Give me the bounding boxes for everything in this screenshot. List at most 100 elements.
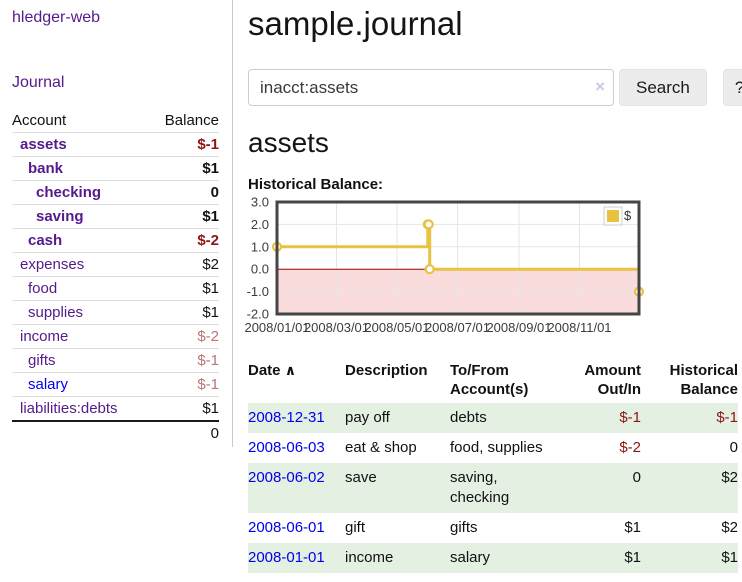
search-input[interactable]	[248, 69, 614, 106]
transaction-balance: $2	[641, 463, 738, 513]
account-row-salary: salary $-1	[12, 373, 219, 397]
svg-text:3.0: 3.0	[251, 195, 269, 210]
svg-text:2008/05/01: 2008/05/01	[364, 320, 429, 335]
transaction-description: save	[345, 463, 450, 513]
main-content: sample.journal × Search ? assets Histori…	[248, 0, 738, 573]
account-row-bank: bank $1	[12, 157, 219, 181]
svg-text:2008/03/01: 2008/03/01	[304, 320, 369, 335]
accounts-table-header: Account Balance	[12, 109, 219, 133]
account-balance: $-1	[149, 133, 219, 157]
balance-column-header: Historical Balance	[641, 359, 738, 403]
transaction-description: eat & shop	[345, 433, 450, 463]
description-column-header: Description	[345, 359, 450, 403]
transaction-accounts: saving, checking	[450, 463, 561, 513]
transaction-amount: $1	[561, 513, 641, 543]
svg-text:2.0: 2.0	[251, 217, 269, 232]
search-button[interactable]: Search	[619, 69, 707, 106]
account-balance: $-2	[149, 229, 219, 253]
transaction-accounts: debts	[450, 403, 561, 433]
account-balance: $-1	[149, 373, 219, 397]
transaction-description: income	[345, 543, 450, 573]
legend-swatch-icon	[607, 210, 619, 222]
search-bar: × Search ?	[248, 69, 738, 106]
account-link-income[interactable]: income	[20, 328, 68, 345]
account-link-cash[interactable]: cash	[28, 232, 62, 249]
account-link-checking[interactable]: checking	[36, 184, 101, 201]
balance-line-chart[interactable]: 3.02.01.00.0-1.0-2.02008/01/012008/03/01…	[248, 200, 640, 350]
register-table: Date ∧ Description To/From Account(s) Am…	[248, 359, 738, 573]
transaction-amount: $-1	[561, 403, 641, 433]
svg-text:$: $	[624, 208, 632, 223]
register-row: 2008-12-31 pay off debts $-1 $-1	[248, 403, 738, 433]
account-link-assets[interactable]: assets	[20, 136, 67, 153]
register-table-header: Date ∧ Description To/From Account(s) Am…	[248, 359, 738, 403]
page-title: sample.journal	[248, 5, 738, 43]
account-balance: $1	[149, 301, 219, 325]
account-row-food: food $1	[12, 277, 219, 301]
account-balance: $1	[149, 157, 219, 181]
transaction-description: pay off	[345, 403, 450, 433]
transaction-description: gift	[345, 513, 450, 543]
account-row-liabilities-debts: liabilities:debts $1	[12, 397, 219, 422]
transaction-date-link[interactable]: 2008-06-02	[248, 469, 325, 486]
svg-text:2008/09/01: 2008/09/01	[486, 320, 551, 335]
svg-text:2008/07/01: 2008/07/01	[425, 320, 490, 335]
transaction-date-link[interactable]: 2008-01-01	[248, 549, 325, 566]
balance-column-header: Balance	[149, 109, 219, 133]
transaction-accounts: salary	[450, 543, 561, 573]
svg-text:1.0: 1.0	[251, 239, 269, 254]
sidebar: hledger-web Journal Account Balance asse…	[0, 0, 233, 447]
date-column-header[interactable]: Date ∧	[248, 359, 345, 403]
sort-ascending-icon: ∧	[285, 362, 296, 378]
account-row-expenses: expenses $2	[12, 253, 219, 277]
sidebar-item-journal[interactable]: Journal	[12, 74, 220, 92]
register-row: 2008-06-02 save saving, checking 0 $2	[248, 463, 738, 513]
account-balance: 0	[149, 181, 219, 205]
account-balance: $2	[149, 253, 219, 277]
transaction-date-link[interactable]: 2008-06-01	[248, 519, 325, 536]
account-balance: $-2	[149, 325, 219, 349]
transaction-date-link[interactable]: 2008-06-03	[248, 439, 325, 456]
app-brand-link[interactable]: hledger-web	[12, 9, 220, 27]
account-balance: $-1	[149, 349, 219, 373]
help-button[interactable]: ?	[723, 69, 742, 106]
account-link-gifts[interactable]: gifts	[28, 352, 56, 369]
account-link-bank[interactable]: bank	[28, 160, 63, 177]
account-link-expenses[interactable]: expenses	[20, 256, 84, 273]
account-link-food[interactable]: food	[28, 280, 57, 297]
account-row-assets: assets $-1	[12, 133, 219, 157]
svg-text:2008/01/01: 2008/01/01	[244, 320, 309, 335]
transaction-balance: 0	[641, 433, 738, 463]
account-balance: $1	[149, 277, 219, 301]
register-row: 2008-01-01 income salary $1 $1	[248, 543, 738, 573]
account-balance: $1	[149, 205, 219, 229]
transaction-balance: $1	[641, 543, 738, 573]
chart-title: Historical Balance:	[248, 176, 738, 193]
historical-balance-chart: 3.02.01.00.0-1.0-2.02008/01/012008/03/01…	[248, 200, 640, 350]
transaction-accounts: food, supplies	[450, 433, 561, 463]
account-row-checking: checking 0	[12, 181, 219, 205]
account-link-supplies[interactable]: supplies	[28, 304, 83, 321]
account-link-liabilities-debts[interactable]: liabilities:debts	[20, 400, 118, 417]
account-row-saving: saving $1	[12, 205, 219, 229]
account-link-saving[interactable]: saving	[36, 208, 84, 225]
accounts-total-row: 0	[12, 421, 219, 445]
account-heading: assets	[248, 127, 738, 159]
account-row-supplies: supplies $1	[12, 301, 219, 325]
account-link-salary[interactable]: salary	[28, 376, 68, 393]
account-balance: $1	[149, 397, 219, 422]
register-row: 2008-06-01 gift gifts $1 $2	[248, 513, 738, 543]
account-column-header: Account	[12, 109, 149, 133]
transaction-balance: $-1	[641, 403, 738, 433]
accounts-total-balance: 0	[149, 421, 219, 445]
svg-text:2008/11/01: 2008/11/01	[547, 320, 611, 335]
svg-text:-1.0: -1.0	[247, 284, 269, 299]
svg-text:0.0: 0.0	[251, 262, 269, 277]
accounts-table: Account Balance assets $-1 bank $1 check…	[12, 109, 219, 445]
account-row-gifts: gifts $-1	[12, 349, 219, 373]
account-row-cash: cash $-2	[12, 229, 219, 253]
clear-search-icon[interactable]: ×	[595, 77, 605, 97]
transaction-date-link[interactable]: 2008-12-31	[248, 409, 325, 426]
transaction-amount: $-2	[561, 433, 641, 463]
register-row: 2008-06-03 eat & shop food, supplies $-2…	[248, 433, 738, 463]
